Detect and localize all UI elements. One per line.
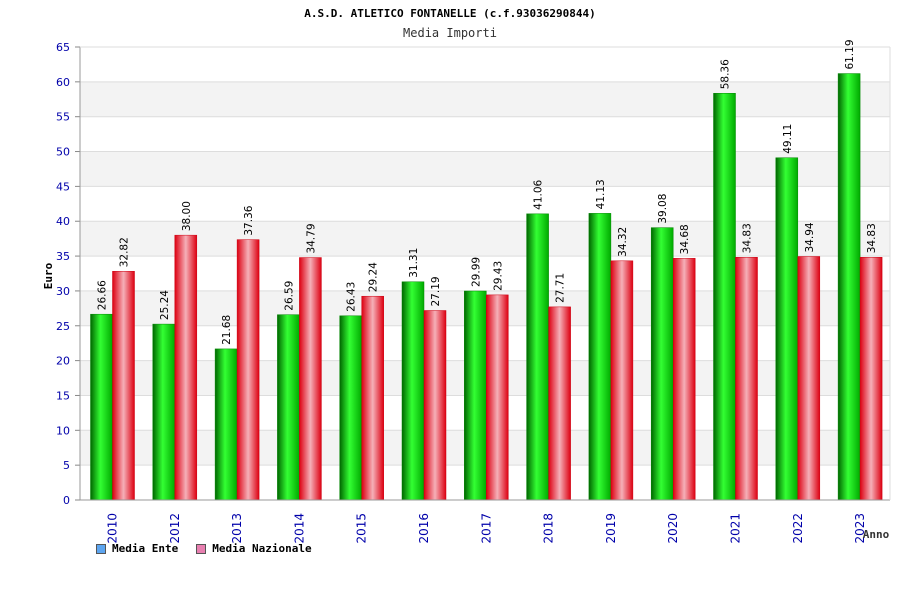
y-tick-label: 55 [56,111,70,124]
grid-band [80,221,890,257]
grid-band [80,81,890,117]
legend-item-media-ente: Media Ente [96,542,178,555]
axes [79,46,891,501]
x-axis-label: Anno [863,528,890,541]
y-tick-label: 65 [56,41,70,54]
bar-media-ente [464,290,487,501]
legend-swatch [196,543,207,554]
bar-media-nazionale [610,260,634,501]
legend-label: Media Ente [112,542,179,555]
data-label: 49.11 [782,124,794,154]
bar-media-nazionale [548,306,571,501]
x-tick-label: 2010 [106,513,120,544]
y-tick-label: 45 [56,180,70,193]
x-tick-label: 2021 [729,513,743,544]
y-tick-label: 60 [56,76,70,89]
bar-media-nazionale [735,257,758,501]
x-axis-ticks: 2010 2012 2013 2014 2015 2016 2017 2018 2019 2020… [106,513,868,544]
bar-media-nazionale [236,239,260,501]
data-label: 21.68 [221,315,233,345]
y-tick-label: 35 [56,250,70,263]
y-axis-ticks: 0 5 10 15 20 25 30 35 40 45 50 55 60 65 [56,41,80,507]
bar-media-ente [214,348,238,501]
x-tick-label: 2014 [292,513,306,544]
bars [90,73,883,501]
value-labels: 26.66 32.82 25.24 38.00 21.68 37.36 26.59 34.79… [97,39,879,344]
data-label: 41.06 [533,179,545,209]
bar-media-ente [526,213,549,501]
data-label: 61.19 [844,39,856,69]
bar-media-nazionale [174,234,198,501]
bar-media-nazionale [112,271,135,501]
data-label: 34.83 [742,223,754,253]
bar-media-ente [588,213,612,501]
x-tick-label: 2019 [604,513,618,544]
bar-media-nazionale [299,257,322,501]
y-axis-label: Euro [42,262,55,289]
bar-media-ente [401,281,425,501]
legend-swatch [96,543,106,554]
grid-band [80,151,890,187]
y-tick-label: 10 [56,424,70,437]
bar-media-ente [339,315,362,501]
data-label: 27.19 [430,276,442,306]
data-label: 29.43 [492,261,504,291]
legend-label: Media Nazionale [212,542,312,555]
chart-subtitle: Media Importi [403,26,497,40]
legend: Media Ente Media Nazionale [96,542,312,555]
y-tick-label: 30 [56,285,70,298]
data-label: 58.36 [720,59,732,89]
data-label: 34.32 [617,227,629,257]
data-label: 37.36 [243,205,255,235]
legend-item-media-nazionale: Media Nazionale [196,542,312,555]
data-label: 34.79 [305,223,317,253]
y-tick-label: 15 [56,389,70,402]
x-tick-label: 2015 [355,513,369,544]
x-tick-label: 2017 [479,513,493,544]
x-tick-label: 2020 [666,513,680,544]
chart-title: A.S.D. ATLETICO FONTANELLE (c.f.93036290… [304,7,595,20]
y-tick-label: 25 [56,320,70,333]
bar-media-ente [277,314,300,501]
x-tick-label: 2018 [542,513,556,544]
bar-media-nazionale [486,294,509,501]
x-tick-label: 2012 [168,513,182,544]
data-label: 39.08 [657,194,669,224]
data-label: 27.71 [555,273,567,303]
data-label: 32.82 [119,237,131,267]
data-label: 26.66 [97,280,109,310]
y-tick-label: 20 [56,355,70,368]
bar-media-ente [152,323,176,501]
y-tick-label: 0 [63,494,70,507]
bar-media-nazionale [859,257,883,501]
x-tick-label: 2013 [230,513,244,544]
bar-media-ente [90,313,113,501]
y-tick-label: 40 [56,215,70,228]
data-label: 41.13 [595,179,607,209]
data-label: 34.68 [679,224,691,254]
bar-media-nazionale [797,256,821,501]
bar-media-nazionale [423,310,447,501]
bar-media-nazionale [672,258,696,501]
bar-media-ente [775,157,799,501]
x-tick-label: 2022 [791,513,805,544]
data-label: 31.31 [408,248,420,278]
data-label: 26.59 [283,281,295,311]
x-tick-label: 2016 [417,513,431,544]
data-label: 25.24 [159,290,171,320]
y-tick-label: 50 [56,146,70,159]
bar-media-nazionale [361,295,384,501]
data-label: 38.00 [181,201,193,231]
data-label: 26.43 [346,282,358,312]
bar-media-ente [837,73,861,501]
bar-media-ente [713,93,736,501]
data-label: 29.24 [368,262,380,292]
data-label: 29.99 [470,257,482,287]
bar-media-ente [650,227,674,501]
data-label: 34.83 [866,223,878,253]
y-tick-label: 5 [63,459,70,472]
x-tick-label: 2023 [853,513,867,544]
data-label: 34.94 [804,222,816,252]
